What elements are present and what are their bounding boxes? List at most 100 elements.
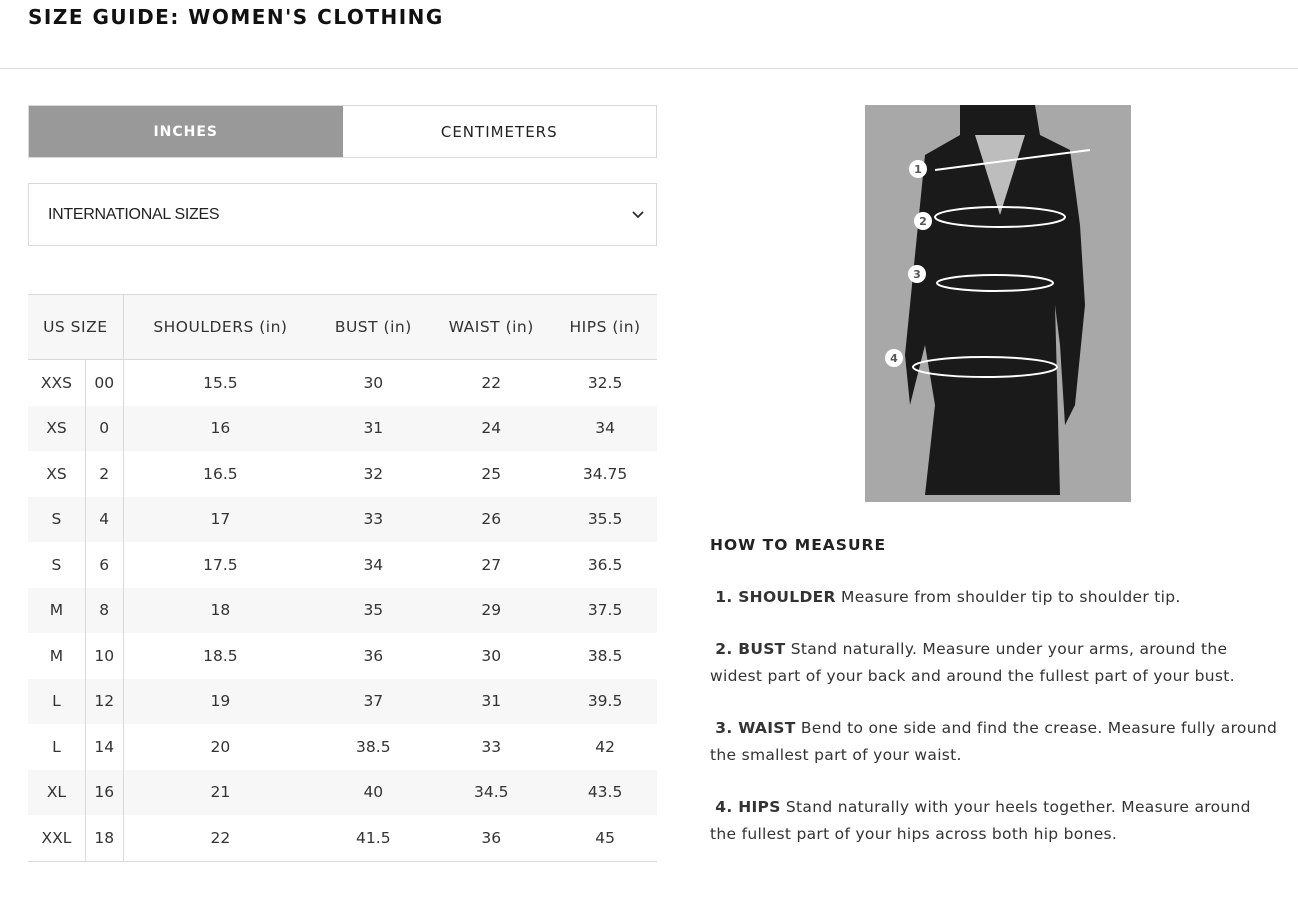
table-row: S 4 17 33 26 35.5: [28, 496, 657, 542]
cell-waist: 27: [481, 555, 502, 574]
cell-intl-size: XXL: [28, 815, 86, 862]
measure-step: 4. HIPS Stand naturally with your heels …: [710, 794, 1280, 848]
cell-hips: 39.5: [553, 678, 657, 724]
table-row: S 6 17.5 34 27 36.5: [28, 542, 657, 588]
cell-intl-size: XL: [28, 769, 86, 815]
cell-hips: 36.5: [587, 555, 623, 574]
measurement-figure: 1 2 3 4: [865, 105, 1131, 502]
cell-us-size: 0: [85, 405, 124, 451]
cell-bust: 38.5: [356, 737, 391, 756]
cell-us-size: 16: [85, 769, 124, 815]
chevron-down-icon: [632, 210, 644, 218]
cell-us-size: 8: [85, 587, 124, 633]
table-row: M 10 18.5 36 30 38.5: [28, 633, 657, 679]
step-text: Bend to one side and find the crease. Me…: [710, 719, 1278, 764]
cell-us-size: 6: [85, 542, 124, 588]
cell-hips: 32.5: [587, 373, 623, 392]
divider: [0, 68, 1298, 69]
cell-shoulders: 16: [123, 405, 318, 451]
cell-waist: 26: [429, 496, 554, 542]
step-text: Stand naturally. Measure under your arms…: [710, 640, 1235, 685]
cell-waist: 29: [429, 587, 554, 633]
cell-shoulders: 15.5: [203, 373, 238, 392]
cell-waist: 30: [481, 646, 502, 665]
cell-hips: 38.5: [587, 646, 623, 665]
cell-shoulders: 20: [210, 737, 231, 756]
cell-shoulders: 18: [123, 587, 318, 633]
select-value: INTERNATIONAL SIZES: [48, 205, 220, 223]
cell-hips: 34.75: [582, 464, 628, 483]
cell-waist: 22: [481, 373, 502, 392]
cell-us-size: 12: [85, 678, 124, 724]
marker-4: 4: [885, 349, 903, 367]
table-row: L 12 19 37 31 39.5: [28, 678, 657, 724]
cell-us-size: 18: [85, 815, 124, 862]
step-text: Stand naturally with your heels together…: [710, 798, 1251, 843]
how-to-measure: HOW TO MEASURE 1. SHOULDER Measure from …: [710, 532, 1280, 873]
table-row: XS 0 16 31 24 34: [28, 405, 657, 451]
tab-centimeters[interactable]: CENTIMETERS: [440, 122, 558, 141]
marker-1: 1: [909, 160, 927, 178]
unit-toggle: INCHES CENTIMETERS: [28, 105, 657, 158]
header-shoulders: SHOULDERS (in): [123, 294, 318, 360]
cell-bust: 32: [363, 464, 384, 483]
cell-waist: 33: [481, 737, 502, 756]
cell-bust: 35: [317, 587, 430, 633]
cell-intl-size: XS: [28, 451, 86, 497]
cell-waist: 24: [429, 405, 554, 451]
cell-hips: 45: [553, 815, 657, 862]
cell-intl-size: XXS: [28, 359, 86, 406]
table-row: L 14 20 38.5 33 42: [28, 724, 657, 770]
step-label: 1. SHOULDER: [715, 588, 836, 606]
header-hips: HIPS (in): [553, 294, 657, 360]
cell-shoulders: 19: [123, 678, 318, 724]
page-title: SIZE GUIDE: WOMEN'S CLOTHING: [28, 5, 444, 29]
cell-shoulders: 16.5: [203, 464, 238, 483]
header-us-size: US SIZE: [28, 294, 124, 360]
table-row: XL 16 21 40 34.5 43.5: [28, 769, 657, 815]
measure-step: 1. SHOULDER Measure from shoulder tip to…: [710, 584, 1280, 611]
cell-hips: 37.5: [553, 587, 657, 633]
marker-2: 2: [914, 212, 932, 230]
measure-step: 3. WAIST Bend to one side and find the c…: [710, 715, 1280, 769]
cell-bust: 36: [363, 646, 384, 665]
cell-bust: 40: [317, 769, 430, 815]
cell-waist: 36: [429, 815, 554, 862]
cell-us-size: 10: [85, 633, 124, 679]
step-label: 3. WAIST: [715, 719, 796, 737]
cell-shoulders: 21: [123, 769, 318, 815]
cell-bust: 37: [317, 678, 430, 724]
cell-waist: 25: [481, 464, 502, 483]
cell-waist: 31: [429, 678, 554, 724]
cell-hips: 42: [595, 737, 615, 756]
cell-waist: 34.5: [429, 769, 554, 815]
cell-bust: 34: [363, 555, 384, 574]
model-silhouette-image: [865, 105, 1131, 502]
header-bust: BUST (in): [317, 294, 430, 360]
cell-intl-size: S: [28, 542, 86, 588]
cell-bust: 30: [363, 373, 384, 392]
cell-intl-size: M: [28, 633, 86, 679]
cell-intl-size: L: [28, 724, 86, 770]
header-waist: WAIST (in): [429, 294, 554, 360]
table-row: XXS 00 15.5 30 22 32.5: [28, 359, 657, 406]
cell-us-size: 4: [85, 496, 124, 542]
cell-bust: 41.5: [317, 815, 430, 862]
cell-us-size: 14: [85, 724, 124, 770]
cell-intl-size: L: [28, 678, 86, 724]
how-to-heading: HOW TO MEASURE: [710, 536, 887, 554]
cell-intl-size: M: [28, 587, 86, 633]
table-row: XS 2 16.5 32 25 34.75: [28, 451, 657, 497]
measure-step: 2. BUST Stand naturally. Measure under y…: [710, 636, 1280, 690]
size-system-select[interactable]: INTERNATIONAL SIZES: [28, 183, 657, 246]
table-row: M 8 18 35 29 37.5: [28, 587, 657, 633]
marker-3: 3: [908, 265, 926, 283]
tab-inches[interactable]: INCHES: [29, 106, 343, 157]
cell-us-size: 2: [85, 451, 124, 497]
cell-shoulders: 17.5: [203, 555, 238, 574]
size-table: US SIZE SHOULDERS (in) BUST (in) WAIST (…: [28, 294, 657, 862]
cell-bust: 31: [317, 405, 430, 451]
cell-shoulders: 18.5: [203, 646, 238, 665]
cell-hips: 43.5: [553, 769, 657, 815]
step-label: 2. BUST: [715, 640, 786, 658]
